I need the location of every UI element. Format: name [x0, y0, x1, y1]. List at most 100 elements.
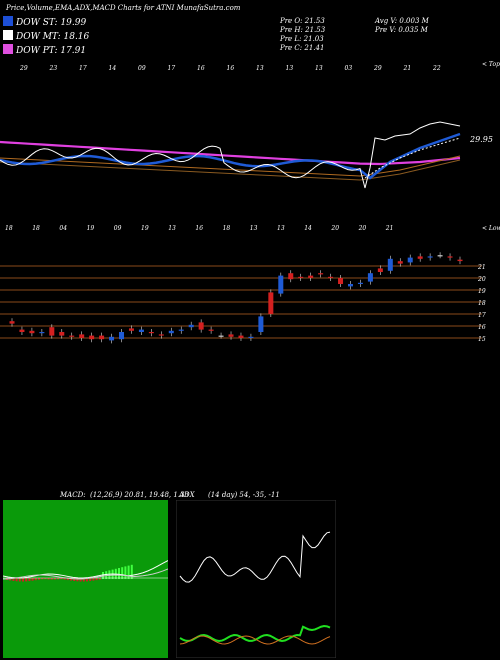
bottom-date-label: 13	[250, 225, 258, 232]
bottom-date-label: 13	[168, 225, 176, 232]
level-label: 19	[478, 288, 486, 295]
legend-dow-mt: DOW MT: 18.16	[3, 30, 89, 42]
top-date-label: 23	[49, 65, 58, 72]
minus-di-line	[179, 635, 331, 645]
legend-swatch-mt	[3, 30, 13, 40]
adx-line	[179, 531, 331, 583]
top-date-label: 13	[256, 65, 264, 72]
macd-line	[3, 560, 168, 579]
legend-dow-st: DOW ST: 19.99	[3, 16, 86, 28]
macd-histogram-bar	[98, 578, 101, 580]
legend-label-st: DOW ST: 19.99	[16, 18, 87, 28]
candle-body	[437, 255, 443, 257]
macd-histogram-bar	[86, 578, 88, 582]
candle-body	[367, 273, 373, 282]
top-date-label: 13	[315, 65, 323, 72]
ema-panel: 29 23 17 14 09 17 16 16 13 13 13 03 29 21 22 < Tops 18 18…	[0, 58, 500, 238]
adx-values: (14 day) 54, -35, -11	[208, 491, 280, 499]
legend-label-mt: DOW MT: 18.16	[16, 32, 90, 42]
candle-body	[119, 332, 125, 340]
bottom-date-label: 20	[330, 225, 339, 232]
bottom-date-label: 21	[385, 225, 394, 232]
candle-body	[278, 275, 284, 294]
bottom-date-label: 09	[114, 225, 122, 232]
candle-body	[158, 334, 164, 336]
macd-histogram-bar	[105, 571, 108, 579]
candle-panel: 21 20 19 18 17 16 15	[0, 240, 500, 350]
macd-histogram-bar	[9, 578, 12, 581]
macd-histogram-bar	[73, 578, 76, 581]
bottom-date-label: 20	[358, 225, 367, 232]
lows-axis-label: < Lows	[482, 225, 500, 232]
macd-histogram-bar	[95, 578, 98, 581]
candle-body	[328, 276, 334, 278]
candle-body	[208, 329, 214, 331]
top-date-label: 17	[79, 65, 87, 72]
candle-body	[138, 329, 144, 332]
macd-histogram-bar	[25, 578, 28, 582]
bottom-date-label: 14	[304, 225, 312, 232]
candle-body	[357, 282, 363, 284]
adx-label: ADX	[179, 491, 195, 499]
macd-histogram-bar	[18, 578, 21, 582]
candle-body	[69, 335, 75, 337]
bottom-date-label: 18	[223, 225, 231, 232]
macd-histogram-bar	[89, 578, 92, 582]
level-label: 17	[478, 312, 486, 319]
macd-histogram-bar	[102, 572, 104, 579]
macd-histogram-bar	[31, 578, 34, 581]
macd-histogram-bar	[57, 578, 60, 580]
adx-background	[176, 500, 336, 658]
top-date-label: 16	[197, 65, 205, 72]
ema-mid-line-1	[0, 155, 461, 177]
level-label: 21	[477, 264, 486, 271]
macd-histogram-bar	[82, 578, 85, 582]
candle-body	[168, 330, 174, 334]
candle-body	[109, 336, 115, 341]
ohlc-high: Pre H: 21.53	[280, 26, 326, 34]
candle-body	[387, 258, 393, 271]
macd-histogram-bar	[12, 578, 15, 581]
candle-body	[128, 328, 134, 331]
tops-axis-label: < Tops	[482, 61, 500, 68]
candle-body	[298, 276, 304, 278]
candle-body	[49, 327, 55, 336]
candle-body	[228, 334, 234, 337]
macd-histogram-bar	[60, 578, 63, 580]
bottom-date-label: 04	[59, 225, 67, 232]
top-date-label: 17	[168, 65, 176, 72]
macd-histogram-bar	[70, 578, 72, 581]
level-label: 15	[478, 336, 486, 343]
macd-panel	[3, 500, 168, 658]
macd-histogram-bar	[66, 578, 69, 581]
macd-histogram-bar	[79, 578, 82, 582]
legend-label-pt: DOW PT: 17.91	[16, 46, 87, 56]
avg-volume: Avg V: 0.003 M	[375, 17, 429, 25]
top-date-label: 29	[19, 65, 28, 72]
bottom-date-label: 13	[277, 225, 285, 232]
candle-body	[268, 292, 274, 314]
level-label: 16	[478, 324, 486, 331]
candle-body	[308, 275, 314, 278]
macd-histogram-bar	[92, 578, 95, 581]
macd-histogram-bar	[124, 566, 127, 579]
pre-volume: Pre V: 0.035 M	[375, 26, 428, 34]
top-date-label: 21	[403, 65, 412, 72]
macd-histogram-bar	[63, 578, 66, 580]
candle-body	[9, 321, 15, 324]
plus-di-line	[179, 625, 331, 643]
bottom-date-label: 16	[195, 225, 203, 232]
candle-body	[427, 256, 433, 258]
candle-body	[397, 261, 403, 264]
candle-body	[198, 322, 204, 330]
top-date-label: 13	[286, 65, 294, 72]
ema-short-line	[0, 132, 461, 180]
macd-histogram-bar	[121, 567, 124, 579]
macd-histogram-bar	[38, 578, 40, 580]
macd-values: (12,26,9) 20.81, 19.48, 1.33	[90, 491, 189, 499]
candle-body	[178, 329, 184, 331]
top-date-label: 03	[345, 65, 353, 72]
candle-body	[447, 256, 453, 258]
macd-label: MACD:	[60, 491, 86, 499]
candle-body	[19, 329, 25, 332]
